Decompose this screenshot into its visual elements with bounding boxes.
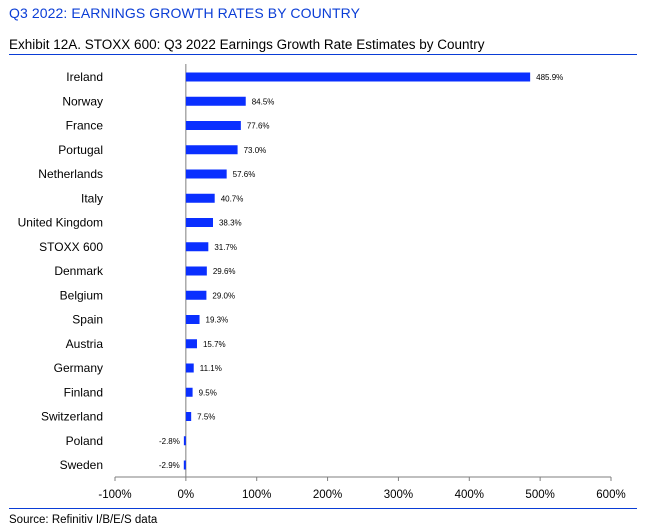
category-label: Spain [72, 313, 103, 327]
data-bar [185, 169, 227, 179]
data-label: 15.7% [203, 340, 226, 349]
x-tick-label: 500% [525, 489, 554, 501]
data-bar [185, 218, 213, 227]
data-bar [185, 121, 241, 130]
x-tick-label: 200% [313, 489, 342, 501]
data-label: 31.7% [214, 243, 237, 252]
category-label: Portugal [58, 143, 103, 157]
category-label: Italy [81, 191, 103, 205]
exhibit-title: Exhibit 12A. STOXX 600: Q3 2022 Earnings… [9, 37, 485, 52]
category-label: Finland [64, 385, 103, 399]
category-label: Poland [66, 434, 103, 448]
x-tick-label: -100% [98, 489, 131, 501]
data-label: 7.5% [197, 413, 215, 422]
earnings-growth-chart: -100% 0% 100% 200% 300% 400% 500% 600% Ireland 48… [18, 64, 626, 501]
category-label: Denmark [54, 264, 104, 278]
x-tick-label: 600% [596, 489, 625, 501]
category-label: Belgium [60, 288, 103, 302]
data-label: 11.1% [200, 364, 222, 373]
data-label: 73.0% [244, 146, 267, 155]
category-label: United Kingdom [18, 216, 103, 230]
data-label: -2.9% [159, 461, 180, 470]
data-bar [185, 339, 197, 349]
data-label: 9.5% [199, 388, 217, 397]
category-label: Netherlands [38, 167, 103, 181]
data-bar [185, 412, 192, 421]
data-label: 38.3% [219, 219, 242, 228]
category-label: Switzerland [41, 410, 103, 424]
data-bar [185, 363, 194, 373]
data-label: 57.6% [233, 170, 256, 179]
data-label: 485.9% [536, 73, 563, 82]
data-bar [185, 96, 246, 106]
category-label: STOXX 600 [39, 240, 103, 254]
x-tick-label: 400% [455, 489, 484, 501]
data-label: 77.6% [247, 122, 270, 131]
category-label: Austria [66, 337, 104, 351]
category-label: Ireland [66, 70, 103, 84]
footer-divider [9, 508, 637, 509]
title-divider [9, 54, 637, 55]
data-label: 29.6% [213, 267, 236, 276]
data-bar [185, 266, 207, 276]
data-label: 19.3% [206, 316, 229, 325]
data-bar [183, 436, 186, 446]
data-label: 40.7% [221, 194, 244, 203]
section-title: Q3 2022: EARNINGS GROWTH RATES BY COUNTR… [9, 5, 361, 21]
source-note: Source: Refinitiv I/B/E/S data [9, 514, 158, 526]
data-bar [185, 193, 215, 203]
category-label: France [66, 119, 104, 133]
data-bar [185, 290, 207, 300]
category-label: Sweden [60, 458, 103, 472]
data-bar [185, 145, 238, 155]
data-label: 84.5% [252, 97, 275, 106]
x-tick-label: 0% [178, 489, 195, 501]
x-tick-label: 100% [242, 489, 271, 501]
data-bar [183, 460, 186, 470]
data-label: 29.0% [212, 291, 235, 300]
data-bar [185, 315, 200, 324]
category-label: Germany [54, 361, 103, 375]
category-label: Norway [62, 94, 103, 108]
data-bar [185, 72, 531, 82]
x-tick-label: 300% [384, 489, 413, 501]
data-label: -2.8% [159, 437, 180, 446]
data-bar [185, 242, 209, 252]
data-bar [185, 387, 193, 397]
